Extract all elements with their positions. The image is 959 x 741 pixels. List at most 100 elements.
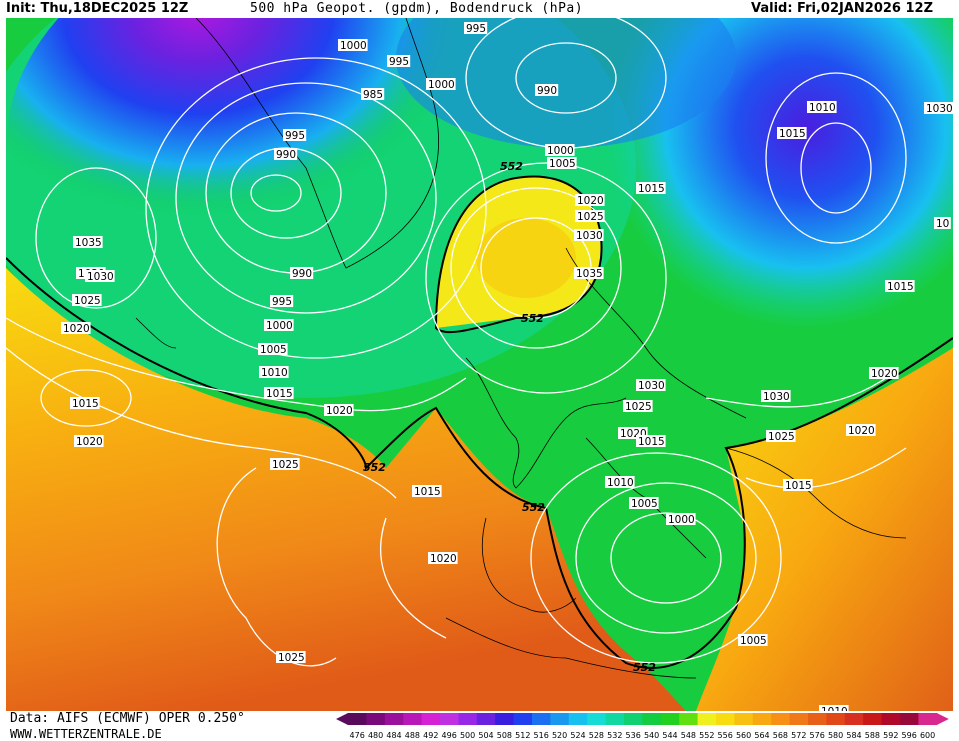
isobar-label-text: 995 [285,130,305,142]
colorbar-swatch [476,713,496,725]
isobar-label: 1015 [783,479,813,492]
isobar-label: 1015 [264,387,294,400]
isobar-label-text: 1010 [261,367,288,379]
colorbar-tick-label: 528 [589,731,604,740]
colorbar-tick-label: 556 [718,731,733,740]
isobar-label-text: 1035 [576,268,603,280]
colorbar-tick-label: 580 [828,731,843,740]
isobar-label: 995 [283,129,307,142]
isobar-label: 1010 [605,476,635,489]
isobar-label-text: 1000 [266,320,293,332]
isobar-label: 1010 [819,705,849,711]
isobar-label-text: 1020 [848,425,875,437]
isobar-label-text: 990 [537,85,557,97]
isobar-label-text: 1030 [87,271,114,283]
colorbar-tick-label: 520 [552,731,567,740]
isobar-label: 1015 [412,485,442,498]
isobar-label: 995 [387,55,411,68]
isobar-label-text: 990 [276,149,296,161]
colorbar-tick-label: 568 [773,731,788,740]
valid-time: Valid: Fri,02JAN2026 12Z [750,1,933,16]
colorbar-swatch [624,713,643,725]
isobar-label-text: 1000 [547,145,574,157]
isobar-label-text: 1035 [75,237,102,249]
isobar-label: 1020 [846,424,876,437]
colorbar-swatch [605,713,625,725]
colorbar-tick-label: 548 [681,731,696,740]
isobar-label: 1000 [338,39,368,52]
isobar-label: 1035 [574,267,604,280]
isobar-label: 10 [934,217,951,230]
isobar-label-text: 1025 [625,401,652,413]
isobar-label: 1000 [545,144,575,157]
isobar-label-text: 1005 [549,158,576,170]
isobar-label: 990 [535,84,559,97]
colorbar-tick-label: 508 [497,731,512,740]
chart-footer: Data: AIFS (ECMWF) OPER 0.250° WWW.WETTE… [0,711,959,741]
colorbar-swatch [734,713,754,725]
colorbar-swatch [808,713,827,725]
isobar-label: 990 [290,267,314,280]
isobar-label: 995 [464,22,488,35]
geopotential-label: 552 [500,160,523,173]
colorbar-swatch [752,713,772,725]
isobar-label: 1030 [85,270,115,283]
isobar-label-text: 1020 [76,436,103,448]
isobar-label: 1015 [885,280,915,293]
isobar-label: 1020 [575,194,605,207]
colorbar-swatch [826,713,846,725]
warm-sector-southwest [6,268,686,711]
colorbar-swatch [458,713,478,725]
warm-sector-southeast [696,348,953,711]
isobar-label-text: 1005 [260,344,287,356]
isobar-label: 1015 [777,127,807,140]
isobar-label: 1000 [264,319,294,332]
website: WWW.WETTERZENTRALE.DE [10,727,162,741]
isobar-label: 1035 [73,236,103,249]
isobar-label: 1010 [807,101,837,114]
colorbar-swatch [513,713,533,725]
isobar-label: 990 [274,148,298,161]
isobar-label: 1020 [869,367,899,380]
colorbar-tick-label: 564 [754,731,769,740]
colorbar: 476 480 484 488 492 496 500 504 508 512 516 520 524 5… [336,713,949,740]
colorbar-swatch [348,713,367,725]
colorbar-tick-label: 540 [644,731,659,740]
isobar-label: 1020 [61,322,91,335]
data-source: Data: AIFS (ECMWF) OPER 0.250° [10,711,245,726]
colorbar-tick-label: 600 [920,731,935,740]
geopotential-label: 552 [363,461,386,474]
isobar-label: 1010 [259,366,289,379]
colorbar-arrow-left [336,713,348,725]
isobar-label: 1015 [636,435,666,448]
isobar-label-text: 1020 [577,195,604,207]
isobar-label-text: 1020 [871,368,898,380]
geopotential-label: 552 [521,312,544,325]
isobar-label: 1015 [70,397,100,410]
isobar-label-text: 1025 [272,459,299,471]
isobar-label-text: 1025 [74,295,101,307]
isobar-label: 1025 [276,651,306,664]
geopotential-labels: 552 552 552 552 552 [363,160,656,674]
isobar-label: 1020 [74,435,104,448]
isobar-label-text: 1030 [576,230,603,242]
isobar-label-text: 1015 [266,388,293,400]
isobar-label-text: 1015 [72,398,99,410]
colorbar-arrow-right [936,713,949,725]
isobar-label-text: 1030 [763,391,790,403]
isobar-label-text: 985 [363,89,383,101]
colorbar-swatch [384,713,404,725]
isobar-label-text: 1010 [607,477,634,489]
isobar-label-text: 1000 [668,514,695,526]
isobar-label: 1000 [666,513,696,526]
isobar-label: 1030 [636,379,666,392]
geopotential-label: 552 [522,501,545,514]
colorbar-tick-label: 532 [607,731,622,740]
isobar-label-text: 1010 [809,102,836,114]
colorbar-swatch [403,713,423,725]
colorbar-swatch [918,713,938,725]
colorbar-swatch [642,713,662,725]
isobar-label-text: 1025 [577,211,604,223]
colorbar-tick-label: 596 [902,731,917,740]
